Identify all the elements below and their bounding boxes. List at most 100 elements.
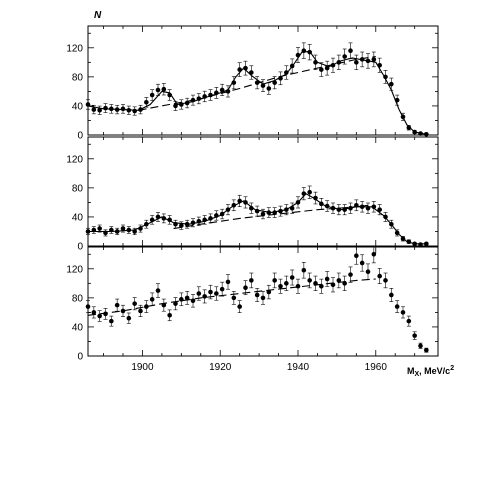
data-point <box>412 241 417 247</box>
data-point <box>307 49 312 55</box>
data-point <box>231 203 237 208</box>
data-point <box>301 48 307 54</box>
data-point <box>377 207 382 212</box>
data-point <box>412 333 417 338</box>
data-point <box>173 221 178 227</box>
plot-frame <box>87 136 439 247</box>
data-point <box>85 229 91 234</box>
data-point <box>289 63 295 69</box>
data-point <box>365 205 371 211</box>
data-point <box>173 301 178 306</box>
data-point <box>307 189 312 195</box>
x-axis-label-rest: , MeV/c <box>419 366 450 376</box>
data-point <box>120 106 126 112</box>
data-point <box>359 57 365 62</box>
y-tick-label: 0 <box>77 352 83 363</box>
data-point <box>155 288 161 293</box>
data-point <box>243 285 248 290</box>
data-point <box>196 218 202 224</box>
data-point <box>249 278 254 283</box>
x-tick-label: 1940 <box>287 362 310 373</box>
data-point <box>301 267 307 273</box>
data-point <box>400 114 406 120</box>
data-point <box>167 92 172 98</box>
y-tick-label: 40 <box>72 212 84 223</box>
data-point <box>342 281 347 286</box>
data-point <box>359 204 365 210</box>
y-tick-label: 80 <box>72 183 84 194</box>
data-point <box>272 210 277 215</box>
data-point <box>406 239 412 244</box>
data-point <box>313 60 318 65</box>
data-point <box>219 211 225 217</box>
data-point <box>97 107 102 113</box>
data-point <box>149 297 155 302</box>
data-point <box>138 308 143 314</box>
data-point <box>126 107 132 113</box>
data-point <box>266 86 272 91</box>
data-point <box>214 213 219 218</box>
x-tick-label: 1960 <box>365 362 388 373</box>
data-point <box>295 52 301 58</box>
data-point <box>132 229 137 234</box>
y-tick-label: 120 <box>66 43 83 54</box>
data-point <box>377 62 382 68</box>
data-point <box>167 217 172 223</box>
data-point <box>272 80 277 85</box>
data-point <box>383 74 388 80</box>
data-point <box>278 208 283 214</box>
data-point <box>348 272 353 277</box>
x-tick-label: 1920 <box>209 362 232 373</box>
data-point <box>289 205 295 211</box>
data-point <box>254 292 260 298</box>
data-point <box>301 191 307 196</box>
data-point <box>319 201 324 207</box>
data-point <box>144 221 149 227</box>
data-point <box>103 230 108 236</box>
data-point <box>225 207 231 212</box>
data-point <box>179 102 184 107</box>
data-point <box>132 108 137 114</box>
y-tick-label: 120 <box>66 154 83 165</box>
data-point <box>237 198 242 204</box>
data-point <box>208 216 213 221</box>
data-point <box>389 221 394 227</box>
y-tick-label: 0 <box>77 242 83 253</box>
data-point <box>348 205 353 211</box>
data-point <box>418 131 423 136</box>
y-tick-label: 0 <box>77 131 83 142</box>
data-point <box>149 217 155 223</box>
data-point <box>418 242 423 247</box>
data-point <box>161 302 167 308</box>
data-point <box>208 92 213 98</box>
data-point <box>272 278 277 283</box>
data-point <box>394 230 400 236</box>
data-point <box>354 203 359 208</box>
data-point <box>219 87 225 93</box>
data-point <box>348 48 353 54</box>
y-tick-label: 80 <box>72 72 84 83</box>
data-point <box>161 86 167 92</box>
x-tick-label: 1900 <box>131 362 154 373</box>
data-point <box>184 100 190 106</box>
data-point <box>371 57 377 62</box>
data-point <box>126 315 132 321</box>
data-point <box>284 70 289 75</box>
data-point <box>319 283 324 289</box>
data-point <box>243 200 248 205</box>
data-point <box>231 80 237 85</box>
data-point <box>179 223 184 228</box>
data-point <box>266 210 272 215</box>
data-point <box>184 221 190 227</box>
data-point <box>319 67 324 72</box>
data-point <box>214 90 219 96</box>
y-axis-label: N <box>94 10 102 21</box>
data-point <box>103 105 108 111</box>
data-point <box>400 310 406 315</box>
data-point <box>324 65 330 71</box>
data-point <box>354 60 359 65</box>
data-point <box>295 200 301 205</box>
data-point <box>138 107 143 112</box>
data-point <box>383 214 388 220</box>
data-point <box>284 281 289 286</box>
